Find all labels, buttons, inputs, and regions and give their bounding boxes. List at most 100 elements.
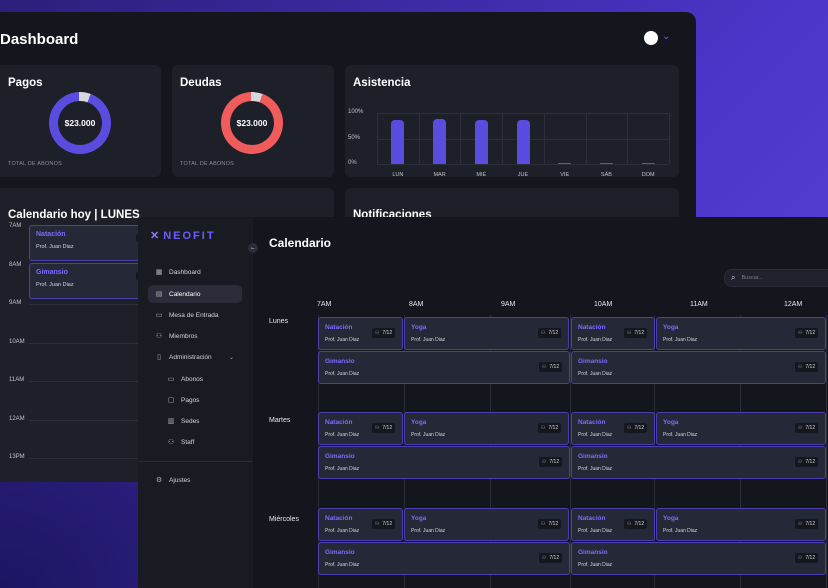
event-card[interactable]: Natación Prof. Juan Diaz ⚇ 7/12: [571, 412, 655, 445]
collapse-sidebar-button[interactable]: ←: [248, 243, 258, 253]
sidebar-item-label: Mesa de Entrada: [169, 311, 219, 319]
hour-column-line: [826, 315, 827, 588]
user-icon: ⚇: [797, 521, 803, 527]
sidebar-item-abonos[interactable]: ▭ Abonos: [160, 370, 240, 388]
sidebar-item-sedes[interactable]: ▥ Sedes: [160, 412, 240, 430]
event-card[interactable]: Natación Prof. Juan Diaz ⚇ 7/12: [571, 317, 655, 350]
event-card[interactable]: Gimansio Prof. Juan Diaz ⚇ 7/12: [318, 351, 570, 384]
event-professor: Prof. Juan Diaz: [325, 337, 360, 343]
attendance-badge: ⚇ 7/12: [372, 423, 395, 433]
event-card[interactable]: Gimansio Prof. Juan Diaz ⚇ 7/12: [318, 542, 570, 575]
sidebar-item-ajustes[interactable]: ⚙ Ajustes: [148, 471, 242, 489]
user-icon: ⚇: [540, 521, 546, 527]
event-card[interactable]: Yoga Prof. Juan Diaz ⚇ 7/12: [404, 317, 569, 350]
sidebar-item-calendario[interactable]: ▤ Calendario: [148, 285, 242, 303]
event-card[interactable]: Natación Prof. Juan Diaz ⚇ 7/12: [318, 317, 403, 350]
chart-bar: [641, 162, 655, 164]
event-card[interactable]: Yoga Prof. Juan Diaz ⚇ 7/12: [404, 508, 569, 541]
time-line: [29, 419, 149, 421]
sidebar-item-staff[interactable]: ⚇ Staff: [160, 433, 240, 451]
event-card[interactable]: Yoga Prof. Juan Diaz ⚇ 7/12: [656, 317, 826, 350]
event-card[interactable]: Gimansio Prof. Juan Diaz ⚇ 7/12: [318, 446, 570, 479]
user-icon: ⚇: [540, 330, 546, 336]
deudas-card: Deudas $23.000 TOTAL DE ABONOS: [172, 65, 334, 177]
user-icon: ⚇: [797, 330, 803, 336]
attendance-badge: ⚇ 7/12: [795, 553, 818, 563]
attendance-badge: ⚇ 7/12: [795, 519, 818, 529]
sidebar-item-label: Sedes: [181, 417, 200, 425]
sidebar-item-label: Pagos: [181, 396, 200, 404]
attendance-badge: ⚇ 7/12: [538, 423, 561, 433]
attendance-badge: ⚇ 7/12: [795, 457, 818, 467]
grid-line: [460, 113, 462, 164]
sidebar-item-pagos[interactable]: ▢ Pagos: [160, 391, 240, 409]
event-professor: Prof. Juan Diaz: [36, 244, 74, 250]
search-input[interactable]: ⌕ Buscar...: [724, 269, 828, 287]
card-footer: TOTAL DE ABONOS: [8, 161, 62, 167]
attendance-count: 7/12: [805, 330, 816, 336]
attendance-count: 7/12: [805, 459, 816, 465]
event-card[interactable]: Yoga Prof. Juan Diaz ⚇ 7/12: [656, 508, 826, 541]
event-card[interactable]: Natación Prof. Juan Diaz ⚇ 7/12: [318, 412, 403, 445]
grid-line: [543, 113, 545, 164]
time-label: 9AM: [9, 300, 22, 306]
sidebar-item-label: Abonos: [181, 375, 204, 383]
time-label: 11AM: [9, 377, 25, 383]
event-professor: Prof. Juan Diaz: [578, 432, 613, 438]
grid-line: [377, 113, 378, 164]
y-tick-label: 100%: [348, 109, 364, 115]
event-card[interactable]: Yoga Prof. Juan Diaz ⚇ 7/12: [404, 412, 569, 445]
sidebar-item-label: Dashboard: [169, 268, 201, 276]
attendance-count: 7/12: [382, 521, 393, 527]
calendar-window: ✕ NEOFIT ▦ Dashboard ▤ Calendario ▭ Mesa …: [138, 217, 828, 588]
event-card[interactable]: Natación Prof. Juan Diaz ⚇ 7/12: [571, 508, 655, 541]
logo-text: NEOFIT: [163, 230, 216, 242]
sidebar-item-dashboard[interactable]: ▦ Dashboard: [148, 263, 242, 281]
user-icon: ⚇: [541, 364, 547, 370]
avatar[interactable]: [644, 31, 658, 45]
pagos-donut: $23.000: [49, 92, 111, 154]
x-tick-label: DOM: [641, 172, 655, 178]
user-icon: ⚇: [797, 425, 803, 431]
event-professor: Prof. Juan Diaz: [578, 337, 613, 343]
staff-icon: ⚇: [167, 439, 175, 446]
x-tick-label: MIÉ: [476, 172, 487, 178]
event-card[interactable]: Gimansio Prof. Juan Diaz ⚇ 7/12: [571, 542, 826, 575]
attendance-badge: ⚇ 7/12: [539, 553, 562, 563]
event-card[interactable]: Natación Prof. Juan Diaz ⚇ 7/12: [318, 508, 403, 541]
card-footer: TOTAL DE ABONOS: [180, 161, 234, 167]
sidebar-item-miembros[interactable]: ⚇ Miembros: [148, 327, 242, 345]
event-title: Yoga: [411, 324, 427, 331]
event-card[interactable]: Yoga Prof. Juan Diaz ⚇ 7/12: [656, 412, 826, 445]
event-professor: Prof. Juan Diaz: [411, 337, 446, 343]
asistencia-card: Asistencia 100% 50% 0% LUN MAR MIÉ JUE VIE SÁB DO…: [345, 65, 679, 178]
event-card[interactable]: Gimansio Prof. Juan Diaz ⚇ 7/12: [571, 351, 826, 384]
donut-amount: $23.000: [230, 101, 274, 145]
user-icon: ⚇: [540, 425, 546, 431]
x-tick-label: JUE: [517, 172, 529, 178]
clipboard-icon: ▯: [157, 354, 161, 361]
sidebar-item-mesa-de-entrada[interactable]: ▭ Mesa de Entrada: [148, 306, 242, 324]
event-professor: Prof. Juan Diaz: [663, 432, 698, 438]
attendance-count: 7/12: [548, 330, 559, 336]
event-title: Natación: [578, 419, 606, 426]
chevron-down-icon[interactable]: ⌄: [662, 31, 671, 42]
attendance-count: 7/12: [549, 555, 560, 561]
grid-line: [669, 113, 670, 164]
event-professor: Prof. Juan Diaz: [36, 282, 74, 288]
event-card[interactable]: Gimansio Prof. Juan Diaz ⚇ 7/12: [571, 446, 826, 479]
sidebar-item-administracion[interactable]: ▯ Administración ⌄: [148, 348, 242, 366]
grid-line: [418, 113, 420, 164]
day-label: Miércoles: [269, 516, 299, 523]
time-line: [29, 458, 149, 459]
search-placeholder: Buscar...: [741, 275, 763, 281]
grid-line: [585, 113, 587, 164]
event-title: Gimansio: [325, 358, 355, 365]
x-tick-label: LUN: [392, 172, 404, 178]
hour-label: 7AM: [317, 301, 332, 308]
time-label: 8AM: [9, 261, 22, 268]
attendance-badge: ⚇ 7/12: [795, 362, 818, 372]
attendance-badge: ⚇ 7/12: [624, 519, 647, 529]
